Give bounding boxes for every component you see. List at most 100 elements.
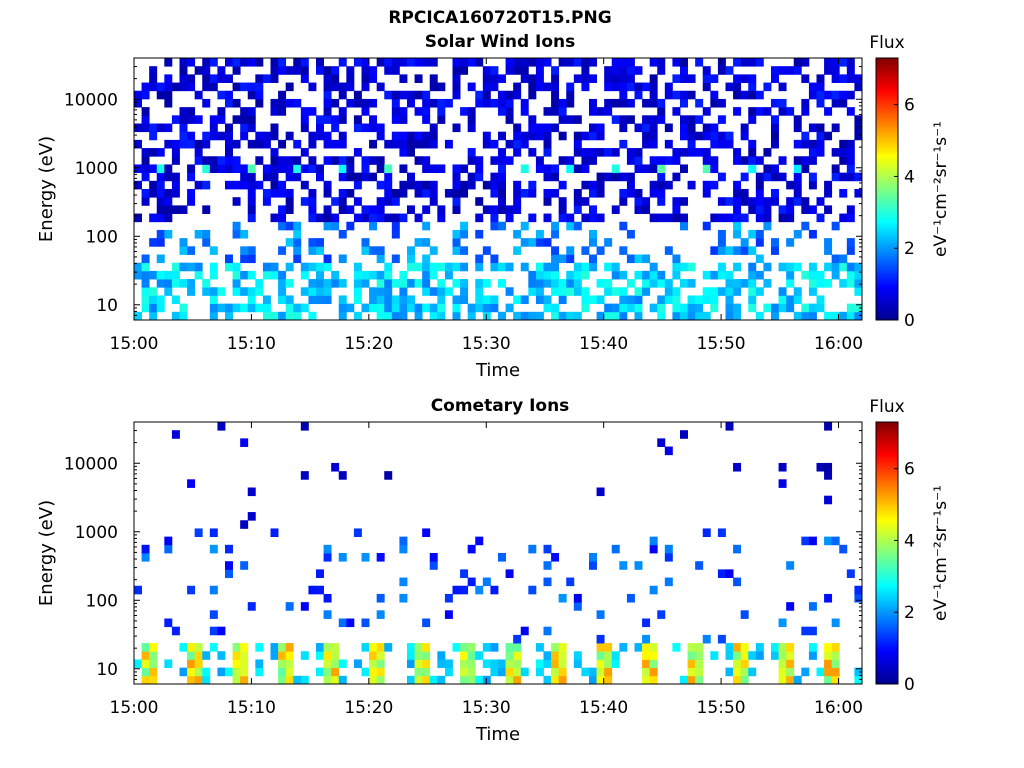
sw-flux-cell	[369, 66, 378, 75]
sw-flux-cell	[793, 197, 802, 206]
sw-flux-cell	[278, 66, 287, 75]
sw-flux-cell	[361, 107, 370, 116]
sw-flux-cell	[482, 311, 491, 321]
ci-flux-cell	[778, 651, 787, 660]
sw-flux-cell	[134, 98, 142, 108]
sw-flux-cell	[300, 197, 309, 206]
ci-flux-cell	[854, 667, 863, 677]
sw-flux-cell	[528, 287, 537, 296]
sw-flux-cell	[581, 164, 590, 174]
sw-flux-cell	[733, 303, 742, 313]
sw-flux-cell	[702, 107, 711, 116]
sw-flux-cell	[323, 287, 332, 296]
sw-flux-cell	[687, 90, 696, 100]
sw-flux-cell	[240, 254, 249, 264]
sw-flux-cell	[225, 74, 233, 83]
sw-flux-cell	[278, 270, 287, 280]
sw-flux-cell	[225, 90, 233, 100]
sw-flux-cell	[566, 82, 575, 92]
sw-flux-cell	[225, 311, 233, 321]
sw-flux-cell	[414, 58, 423, 67]
sw-flux-cell	[589, 262, 597, 272]
ci-flux-cell	[649, 675, 658, 685]
sw-flux-cell	[551, 270, 560, 280]
ci-flux-cell	[278, 675, 287, 685]
sw-flux-cell	[171, 295, 180, 305]
sw-flux-cell	[710, 295, 719, 305]
sw-flux-cell	[498, 279, 506, 288]
sw-flux-cell	[831, 74, 840, 83]
sw-flux-cell	[346, 205, 355, 214]
sw-flux-cell	[535, 58, 544, 67]
sw-flux-cell	[452, 229, 461, 239]
sw-flux-cell	[399, 131, 408, 141]
ci-flux-cell	[482, 577, 491, 587]
sw-flux-cell	[831, 90, 840, 100]
sw-flux-cell	[755, 213, 764, 223]
ci-flux-cell	[452, 585, 461, 595]
sw-flux-cell	[816, 213, 825, 223]
sw-flux-cell	[687, 295, 696, 305]
sw-flux-cell	[535, 238, 544, 247]
sw-flux-cell	[551, 74, 560, 83]
sw-flux-cell	[831, 172, 840, 182]
sw-flux-cell	[854, 279, 863, 288]
sw-flux-cell	[733, 107, 742, 116]
ci-flux-cell	[316, 569, 324, 578]
sw-flux-cell	[717, 66, 726, 75]
sw-flux-cell	[353, 148, 362, 157]
sw-flux-cell	[482, 180, 491, 190]
sw-flux-cell	[596, 279, 605, 288]
sw-flux-cell	[141, 287, 150, 296]
ci-flux-cell	[225, 544, 233, 554]
sw-flux-cell	[225, 156, 233, 165]
sw-flux-cell	[308, 164, 317, 174]
ci-flux-cell	[596, 634, 605, 644]
sw-flux-cell	[551, 189, 560, 198]
sw-flux-cell	[323, 90, 332, 100]
ci-flux-cell	[733, 643, 742, 652]
sw-flux-cell	[422, 221, 431, 231]
sw-flux-cell	[490, 221, 499, 231]
sw-flux-cell	[255, 180, 264, 190]
sw-flux-cell	[384, 262, 393, 272]
ci-flux-cell	[725, 569, 734, 578]
sw-flux-cell	[558, 254, 567, 264]
sw-flux-cell	[209, 74, 218, 83]
sw-flux-cell	[710, 303, 719, 313]
sw-flux-cell	[839, 156, 848, 165]
sw-flux-cell	[520, 311, 529, 321]
sw-flux-cell	[589, 131, 597, 141]
sw-flux-cell	[316, 238, 324, 247]
sw-flux-cell	[551, 90, 560, 100]
sw-flux-cell	[164, 270, 173, 280]
sw-flux-cell	[225, 98, 233, 108]
sw-flux-cell	[755, 238, 764, 247]
sw-flux-cell	[604, 279, 613, 288]
sw-flux-cell	[717, 246, 726, 255]
sw-flux-cell	[171, 270, 180, 280]
sw-flux-cell	[664, 123, 673, 133]
ci-flux-cell	[808, 643, 817, 652]
sw-flux-cell	[467, 311, 476, 321]
sw-flux-cell	[369, 303, 378, 313]
sw-flux-cell	[740, 213, 749, 223]
sw-flux-cell	[543, 303, 552, 313]
sw-flux-cell	[338, 205, 347, 214]
sw-flux-cell	[316, 213, 324, 223]
ci-flux-cell	[225, 569, 233, 578]
sw-flux-cell	[467, 115, 476, 124]
sw-flux-cell	[505, 98, 514, 108]
sw-flux-cell	[452, 303, 461, 313]
sw-flux-cell	[535, 295, 544, 305]
sw-flux-cell	[733, 262, 742, 272]
sw-flux-cell	[187, 131, 196, 141]
sw-flux-cell	[573, 139, 582, 149]
ci-flux-cell	[824, 471, 833, 480]
sw-flux-cell	[285, 156, 294, 165]
sw-flux-cell	[376, 123, 385, 133]
sw-flux-cell	[353, 262, 362, 272]
sw-flux-cell	[217, 156, 226, 165]
ci-flux-cell	[543, 659, 552, 669]
sw-flux-cell	[270, 74, 279, 83]
